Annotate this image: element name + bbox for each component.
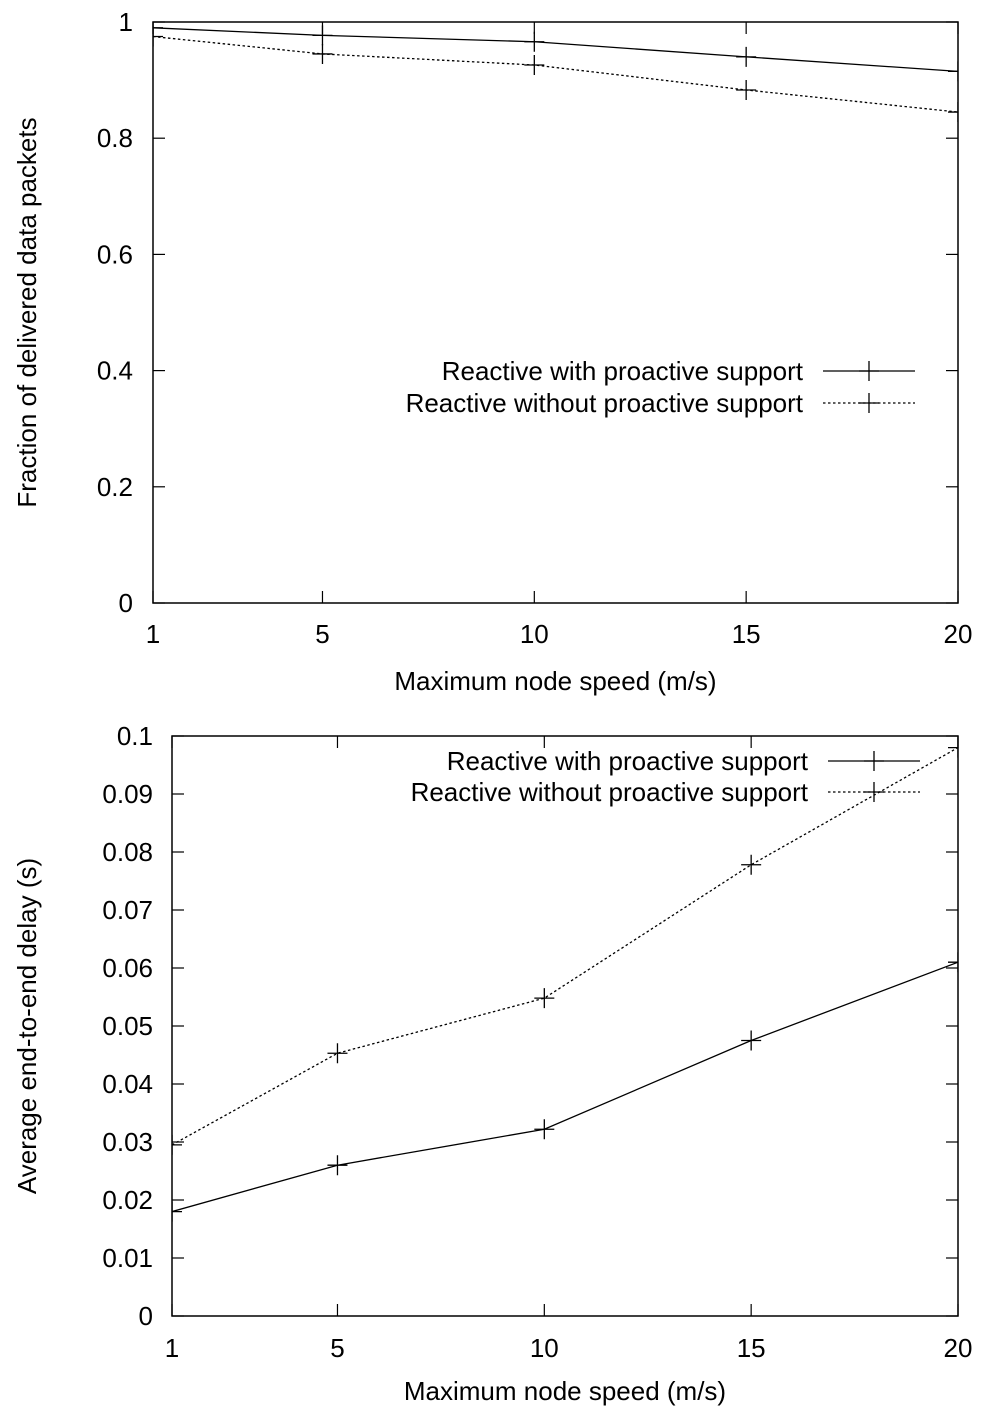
x-tick-label: 5: [315, 619, 329, 649]
data-point: [948, 952, 958, 973]
legend-label: Reactive without proactive support: [411, 777, 809, 807]
y-tick-label: 0.07: [102, 895, 153, 925]
y-tick-label: 0: [139, 1301, 153, 1331]
series-line: [153, 35, 958, 113]
y-tick-label: 0.02: [102, 1185, 153, 1215]
legend-entry: Reactive without proactive support: [411, 777, 920, 807]
series-without-proactive: [172, 737, 958, 1155]
data-point: [312, 43, 333, 64]
x-tick-label: 10: [520, 619, 549, 649]
legend-entry: Reactive without proactive support: [406, 388, 915, 418]
x-axis-label: Maximum node speed (m/s): [404, 1376, 726, 1406]
data-point: [741, 854, 762, 875]
x-tick-label: 1: [165, 1333, 179, 1363]
data-point: [172, 1134, 182, 1155]
y-tick-label: 0.03: [102, 1127, 153, 1157]
legend-marker: [864, 751, 884, 771]
x-tick-label: 5: [330, 1333, 344, 1363]
y-tick-label: 0.6: [97, 239, 133, 269]
x-tick-label: 1: [146, 619, 160, 649]
y-tick-label: 0.2: [97, 472, 133, 502]
chart-end-to-end-delay: 1 5 10 15 2000.010.020.030.040.050.060.070.0…: [12, 721, 972, 1406]
data-point: [153, 26, 163, 47]
y-tick-label: 0.05: [102, 1011, 153, 1041]
y-tick-label: 0.01: [102, 1243, 153, 1273]
data-point: [736, 79, 757, 100]
plot-frame: [152, 21, 959, 604]
x-tick-label: 15: [737, 1333, 766, 1363]
y-tick-label: 1: [119, 7, 133, 37]
y-axis-label: Fraction of delivered data packets: [12, 117, 42, 507]
y-tick-label: 0: [119, 588, 133, 618]
data-point: [534, 988, 555, 1009]
data-point: [534, 1119, 555, 1140]
plot-frame: [171, 735, 959, 1317]
data-point: [327, 1155, 348, 1176]
x-tick-label: 20: [944, 619, 973, 649]
legend-entry: Reactive with proactive support: [447, 746, 920, 776]
y-tick-label: 0.04: [102, 1069, 153, 1099]
series-with-proactive: [172, 952, 958, 1222]
legend-marker: [859, 361, 879, 381]
y-tick-label: 0.4: [97, 356, 133, 386]
x-tick-label: 20: [944, 1333, 973, 1363]
data-point: [312, 25, 333, 46]
series-line: [153, 27, 958, 73]
data-point: [327, 1043, 348, 1064]
legend-marker: [864, 782, 884, 802]
x-tick-label: 10: [530, 1333, 559, 1363]
legend-entry: Reactive with proactive support: [442, 356, 915, 386]
x-axis-label: Maximum node speed (m/s): [394, 666, 716, 696]
data-point: [741, 1030, 762, 1051]
data-point: [948, 737, 958, 758]
data-point: [736, 46, 757, 67]
series-line: [172, 961, 958, 1213]
series-without-proactive: [153, 26, 958, 123]
legend-label: Reactive with proactive support: [447, 746, 809, 776]
data-point: [948, 102, 958, 123]
legend-label: Reactive without proactive support: [406, 388, 804, 418]
data-point: [524, 31, 545, 52]
series-with-proactive: [153, 22, 958, 82]
data-point: [153, 22, 163, 38]
y-tick-label: 0.09: [102, 779, 153, 809]
y-tick-label: 0.8: [97, 123, 133, 153]
data-point: [948, 61, 958, 82]
data-point: [524, 54, 545, 75]
series-line: [172, 747, 958, 1146]
y-tick-label: 0.08: [102, 837, 153, 867]
legend-marker: [859, 393, 879, 413]
y-tick-label: 0.1: [117, 721, 153, 751]
data-point: [172, 1201, 182, 1222]
legend-label: Reactive with proactive support: [442, 356, 804, 386]
y-tick-label: 0.06: [102, 953, 153, 983]
y-axis-label: Average end-to-end delay (s): [12, 858, 42, 1194]
x-tick-label: 15: [732, 619, 761, 649]
